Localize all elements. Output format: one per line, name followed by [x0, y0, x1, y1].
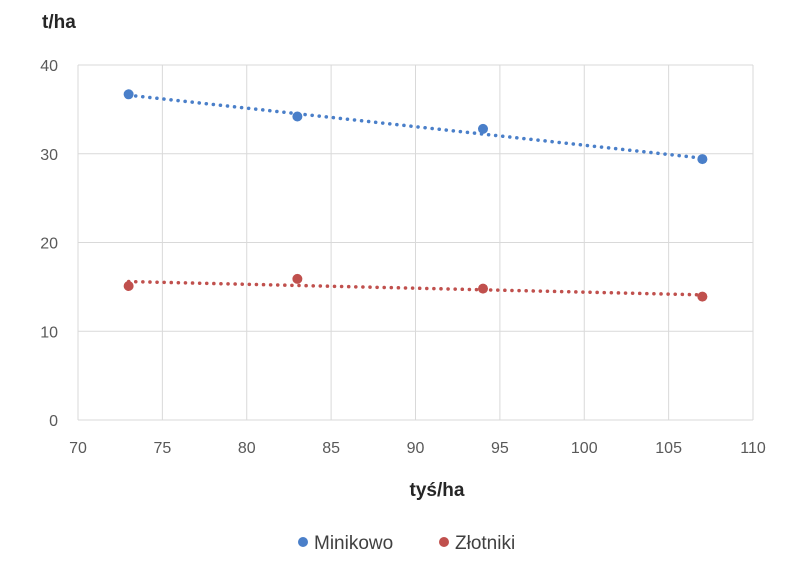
- x-axis-title: tyś/ha: [410, 480, 465, 501]
- x-tick-label: 75: [153, 440, 171, 457]
- data-points: [123, 89, 708, 302]
- point-z-otniki: [478, 283, 488, 294]
- x-tick-label: 85: [322, 440, 340, 457]
- x-tick-labels: 70 75 80 85 90 95 100 105 110: [69, 440, 766, 457]
- x-tick-label: 95: [491, 440, 509, 457]
- y-tick-label: 0: [49, 413, 58, 430]
- legend-label-minikowo: Minikowo: [314, 533, 393, 554]
- point-minikowo: [123, 89, 134, 100]
- y-tick-label: 10: [40, 324, 58, 341]
- gridlines: [77, 64, 754, 421]
- y-tick-label: 40: [40, 58, 58, 75]
- x-tick-label: 90: [407, 440, 425, 457]
- legend-marker-minikowo: [298, 537, 308, 547]
- x-tick-label: 105: [655, 440, 682, 457]
- point-minikowo: [478, 123, 488, 134]
- x-tick-label: 80: [238, 440, 256, 457]
- x-tick-label: 100: [571, 440, 598, 457]
- y-tick-labels: 0 10 20 30 40: [40, 58, 58, 430]
- y-tick-label: 30: [40, 147, 58, 164]
- legend-marker-z-otniki: [439, 537, 449, 547]
- point-z-otniki: [123, 280, 134, 291]
- y-axis-title: t/ha: [42, 12, 76, 33]
- point-minikowo: [292, 111, 303, 122]
- point-minikowo: [697, 154, 708, 165]
- point-z-otniki: [697, 291, 708, 302]
- legend: Minikowo Złotniki: [298, 533, 515, 554]
- y-tick-label: 20: [40, 236, 58, 253]
- legend-label-z-otniki: Złotniki: [455, 533, 515, 554]
- x-tick-label: 110: [740, 440, 766, 457]
- point-z-otniki: [292, 273, 303, 284]
- x-tick-label: 70: [69, 440, 87, 457]
